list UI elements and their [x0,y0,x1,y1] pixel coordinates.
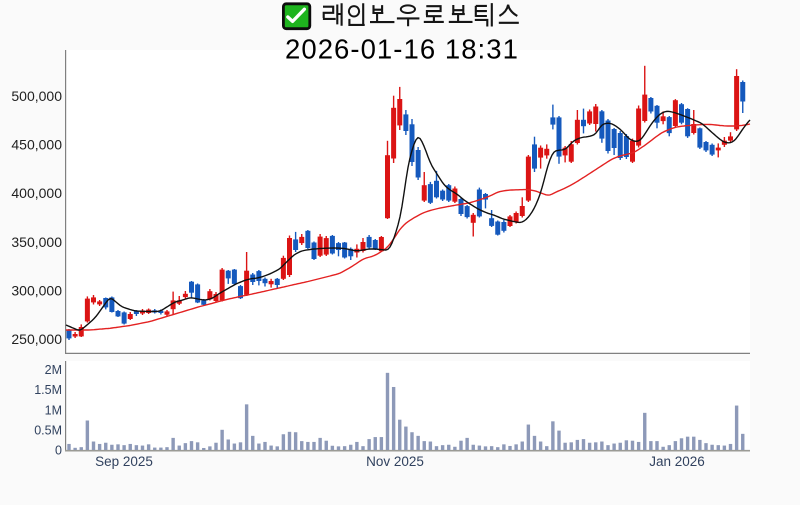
svg-text:500,000: 500,000 [11,88,62,104]
svg-text:1.5M: 1.5M [34,383,62,397]
svg-text:Jan 2026: Jan 2026 [649,454,705,469]
svg-text:0.5M: 0.5M [34,424,62,438]
svg-text:Sep 2025: Sep 2025 [95,454,153,469]
svg-text:Nov 2025: Nov 2025 [366,454,424,469]
svg-text:300,000: 300,000 [11,283,62,299]
svg-text:450,000: 450,000 [11,137,62,153]
svg-text:2M: 2M [45,363,62,377]
svg-text:350,000: 350,000 [11,234,62,250]
svg-text:1M: 1M [45,403,62,417]
svg-text:2026-01-16 18:31: 2026-01-16 18:31 [285,34,519,65]
svg-text:0: 0 [55,444,62,458]
svg-text:400,000: 400,000 [11,185,62,201]
svg-text:250,000: 250,000 [11,331,62,347]
